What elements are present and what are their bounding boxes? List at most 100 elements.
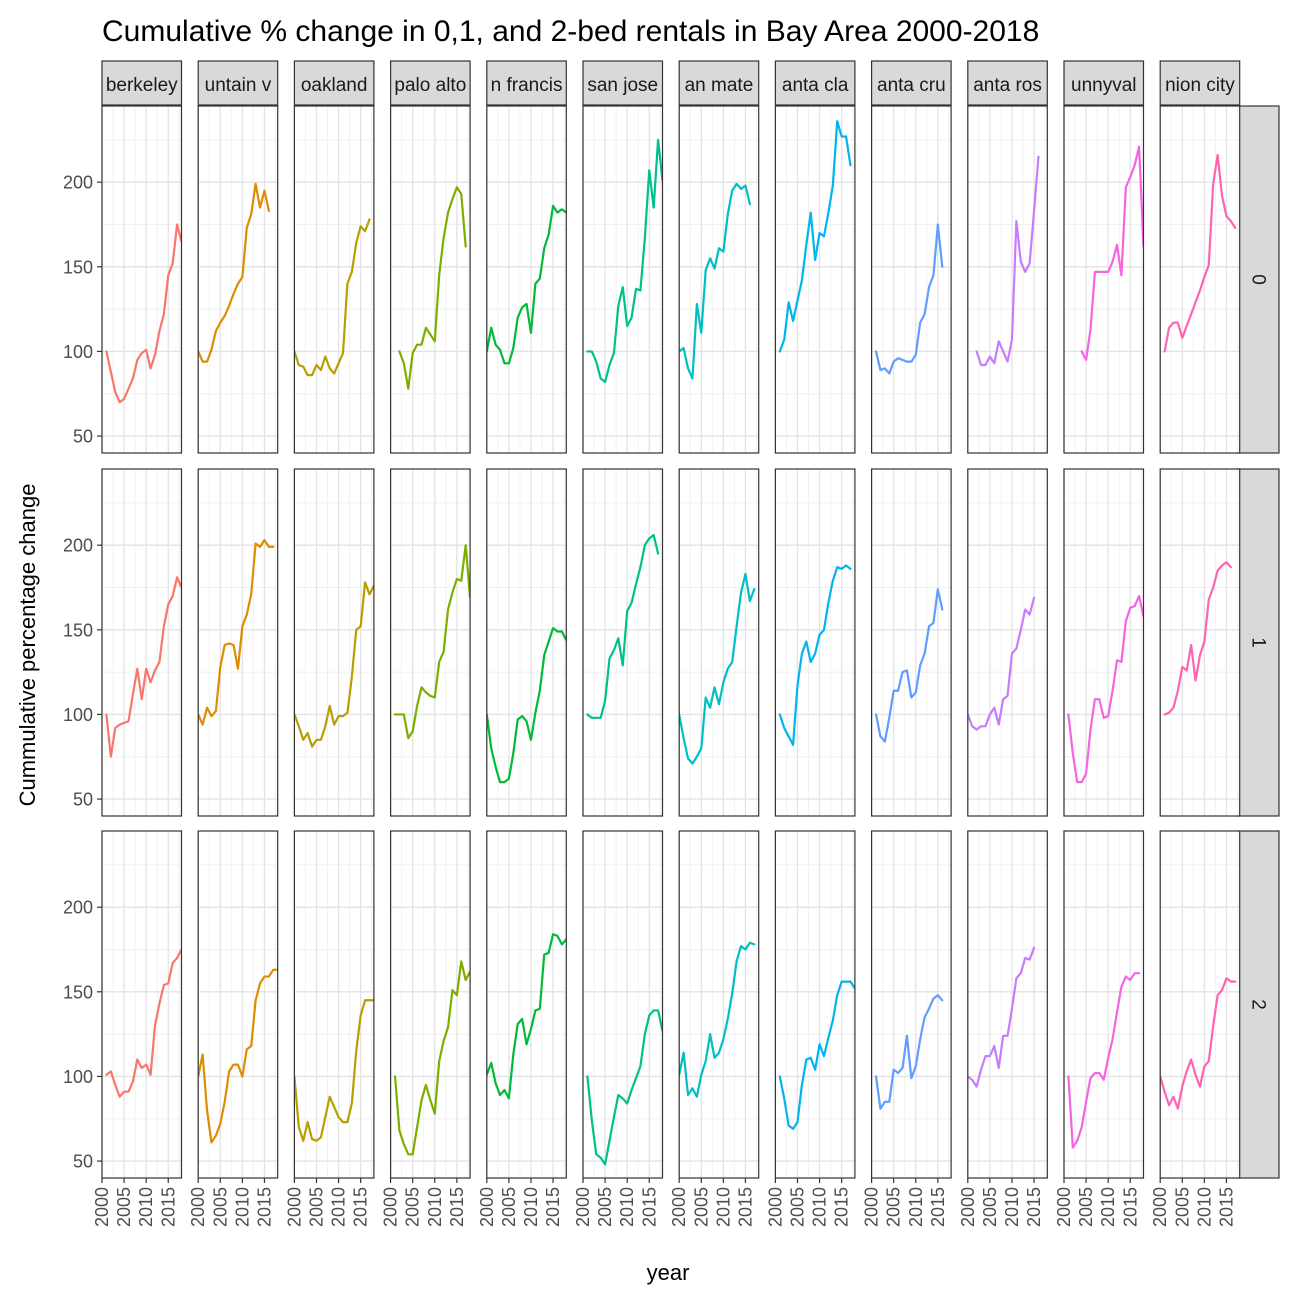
series-line — [105, 948, 182, 1098]
y-tick-label: 50 — [73, 1152, 93, 1172]
x-tick-label: 2015 — [832, 1187, 852, 1227]
series-line — [486, 627, 567, 784]
y-tick-label: 100 — [63, 1067, 93, 1087]
facet-panel — [389, 468, 471, 817]
x-tick-label: 2010 — [1098, 1187, 1118, 1227]
facet-strip: anta cla — [774, 60, 856, 106]
x-tick-label: 2010 — [617, 1187, 637, 1227]
x-tick-label: 2005 — [884, 1187, 904, 1227]
series-line — [586, 1009, 663, 1166]
facet-panel — [1159, 830, 1241, 1179]
facet-panel — [101, 830, 183, 1179]
x-tick-label: 2015 — [254, 1187, 274, 1227]
x-tick-label: 2000 — [669, 1187, 689, 1227]
series-line — [105, 223, 182, 404]
x-tick-label: 2015 — [351, 1187, 371, 1227]
y-tick-label: 150 — [63, 257, 93, 277]
chart-title: Cumulative % change in 0,1, and 2-bed re… — [102, 15, 1039, 48]
x-tick-label: 2010 — [425, 1187, 445, 1227]
row-strip-label: 1 — [1247, 637, 1268, 648]
facet-strip: n francis — [486, 60, 567, 106]
facet-panel — [486, 830, 567, 1179]
facet-panel — [774, 105, 856, 454]
facet-strip: unnyval — [1063, 60, 1145, 106]
facet-strip-label: anta ros — [973, 75, 1042, 96]
facet-panel — [870, 830, 952, 1179]
row-strip: 0 — [1235, 105, 1280, 454]
y-tick-label: 50 — [73, 427, 93, 447]
facet-strip-label: anta cla — [782, 75, 849, 96]
y-tick-label: 200 — [63, 173, 93, 193]
facet-strip-label: san jose — [587, 75, 658, 96]
x-tick-label: 2000 — [1054, 1187, 1074, 1227]
row-strip: 1 — [1235, 468, 1280, 817]
y-tick-label: 150 — [63, 982, 93, 1002]
x-tick-label: 2005 — [980, 1187, 1000, 1227]
series-line — [294, 218, 371, 377]
series-line — [393, 544, 471, 740]
facet-strip-label: an mate — [685, 75, 754, 96]
facet-panel — [486, 105, 567, 454]
facet-strip: berkeley — [101, 60, 183, 106]
row-strip: 2 — [1235, 830, 1280, 1179]
x-tick-label: 2000 — [188, 1187, 208, 1227]
series-line — [1080, 145, 1144, 361]
x-tick-label: 2000 — [765, 1187, 785, 1227]
series-line — [679, 572, 756, 765]
x-tick-label: 2015 — [639, 1187, 659, 1227]
series-line — [198, 968, 278, 1144]
facet-strip-label: berkeley — [106, 75, 178, 96]
x-tick-label: 2005 — [114, 1187, 134, 1227]
facet-strip: san jose — [582, 60, 664, 106]
x-tick-label: 2000 — [1150, 1187, 1170, 1227]
x-tick-label: 2010 — [1002, 1187, 1022, 1227]
x-tick-label: 2010 — [713, 1187, 733, 1227]
series-line — [586, 533, 660, 719]
facet-panel — [293, 830, 375, 1179]
x-tick-label: 2015 — [1024, 1187, 1044, 1227]
facet-panel — [389, 830, 471, 1179]
x-tick-label: 2015 — [158, 1187, 178, 1227]
facet-panel — [774, 830, 856, 1179]
facet-strip: nion city — [1159, 60, 1241, 106]
facet-strip: untain v — [197, 60, 279, 106]
facet-panel — [967, 468, 1048, 817]
series-line — [586, 138, 663, 384]
x-tick-label: 2005 — [691, 1187, 711, 1227]
facet-panel — [582, 105, 664, 454]
facet-strip: anta cru — [870, 60, 952, 106]
facet-strip-label: anta cru — [877, 75, 946, 96]
facet-strip-label: unnyval — [1071, 75, 1137, 96]
facet-panel — [197, 105, 279, 454]
x-tick-label: 2005 — [499, 1187, 519, 1227]
facet-panel — [486, 468, 567, 817]
x-tick-label: 2000 — [862, 1187, 882, 1227]
series-line — [105, 576, 182, 758]
facet-strip: anta ros — [967, 60, 1048, 106]
x-tick-label: 2000 — [92, 1187, 112, 1227]
row-strip-label: 2 — [1247, 999, 1268, 1010]
series-line — [294, 581, 374, 748]
x-tick-label: 2010 — [521, 1187, 541, 1227]
facet-strip-label: nion city — [1165, 75, 1235, 96]
series-line — [679, 941, 756, 1098]
facet-strip-label: palo alto — [394, 75, 466, 96]
x-tick-label: 2000 — [284, 1187, 304, 1227]
x-tick-label: 2015 — [928, 1187, 948, 1227]
x-tick-label: 2015 — [735, 1187, 755, 1227]
y-tick-label: 150 — [63, 620, 93, 640]
series-line — [967, 946, 1036, 1088]
x-tick-label: 2015 — [1216, 1187, 1236, 1227]
facet-grid: berkeley untain v oakland palo alto n franci… — [63, 60, 1280, 1227]
facet-strip: an mate — [678, 60, 760, 106]
x-tick-label: 2010 — [232, 1187, 252, 1227]
x-tick-label: 2005 — [306, 1187, 326, 1227]
facet-panel — [1063, 468, 1145, 817]
facet-panel — [293, 468, 375, 817]
series-line — [1160, 977, 1237, 1110]
series-line — [874, 588, 944, 743]
series-line — [398, 186, 467, 390]
facet-panel — [967, 830, 1048, 1179]
y-axis-label: Cummulative percentage change — [15, 484, 40, 807]
series-line — [975, 155, 1040, 367]
